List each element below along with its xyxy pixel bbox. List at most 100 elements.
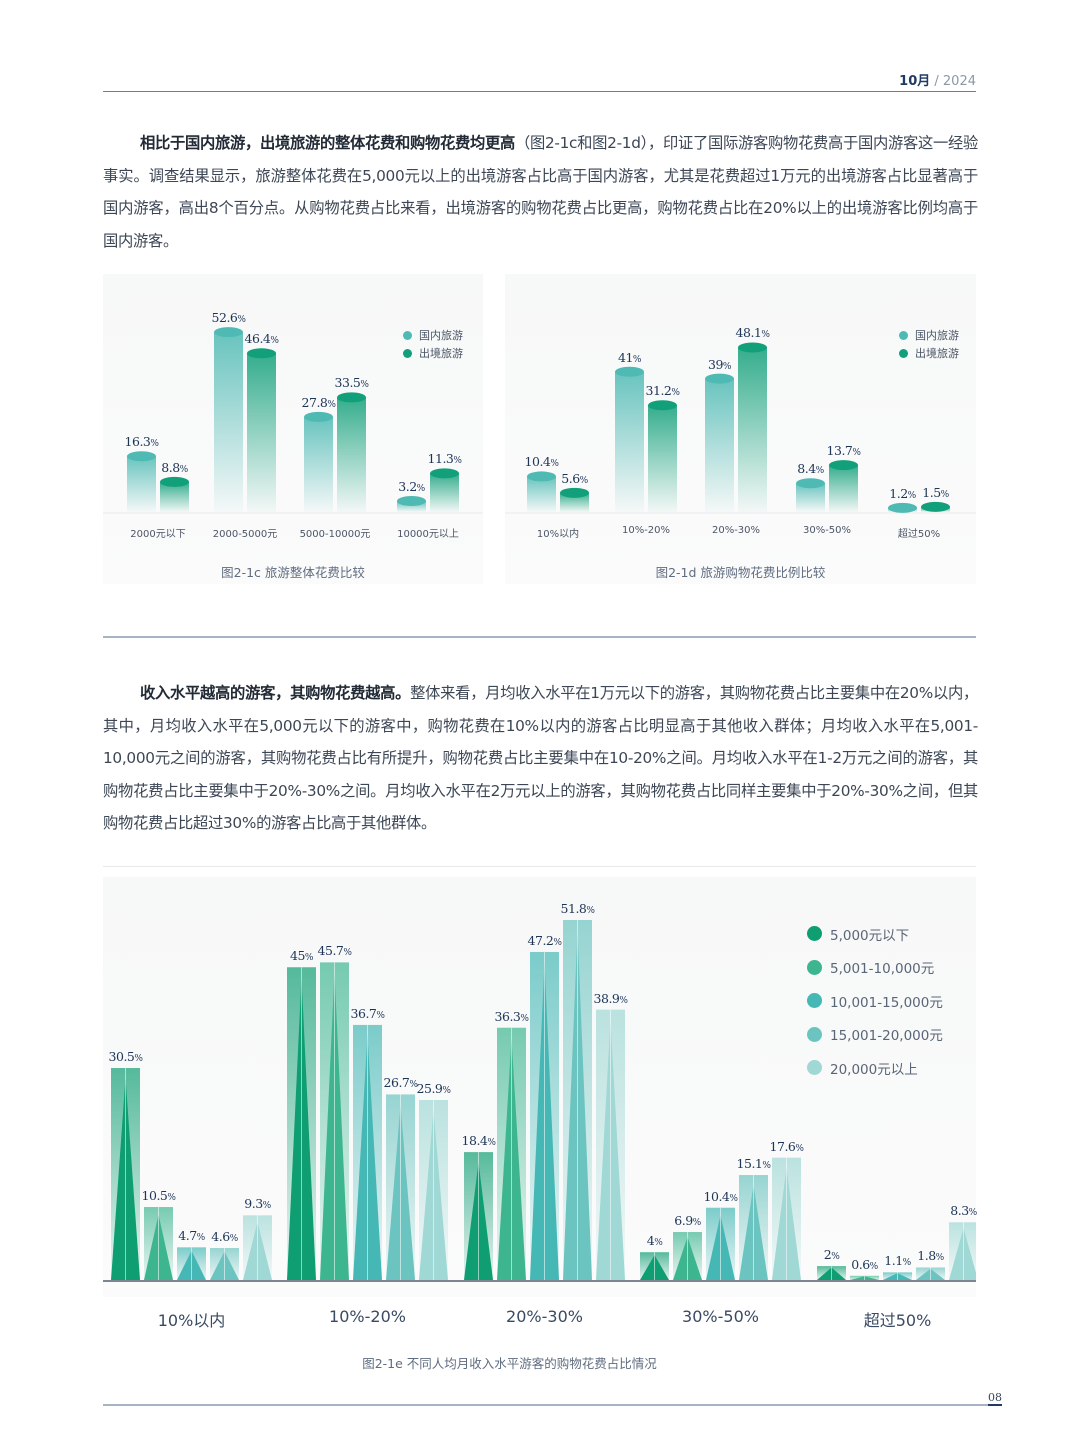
page-number: 08 xyxy=(988,1391,1002,1404)
legend-label: 20,000元以上 xyxy=(830,1061,918,1078)
issue-date: 10月 / 2024 xyxy=(899,70,976,89)
data-value: 41 xyxy=(618,349,633,365)
data-value: 10.4 xyxy=(703,1188,730,1204)
data-value: 17.6 xyxy=(769,1138,796,1154)
data-label: 3.2% xyxy=(398,479,426,495)
percent-sign: % xyxy=(453,456,462,467)
paragraph-lead: 相比于国内旅游，出境旅游的整体花费和购物花费均更高 xyxy=(140,134,515,152)
legend-dot-icon xyxy=(807,959,822,975)
paragraph-lead: 收入水平越高的游客，其购物花费越高。 xyxy=(140,684,411,702)
percent-sign: % xyxy=(654,1238,663,1249)
percent-sign: % xyxy=(409,1080,418,1091)
data-value: 33.5 xyxy=(334,375,361,391)
data-label: 8.4% xyxy=(797,461,824,477)
data-value: 26.7 xyxy=(383,1075,410,1091)
percent-sign: % xyxy=(487,1138,496,1149)
legend-item: 国内旅游 xyxy=(403,326,463,344)
data-label: 48.1% xyxy=(736,325,770,340)
legend-item: 出境旅游 xyxy=(403,344,463,362)
data-value: 25.9 xyxy=(416,1080,443,1096)
percent-sign: % xyxy=(196,1233,206,1244)
data-label: 38.9% xyxy=(594,991,628,1006)
date-separator: / xyxy=(930,74,943,89)
percent-sign: % xyxy=(671,388,680,399)
chart-2-1e-panel: 30.5% 10.5% 4.7% 4.6% 9.3% 10%以内 45% 45.7% 36.7%… xyxy=(103,877,978,1371)
data-label: 16.3% xyxy=(125,434,159,449)
data-label: 52.6% xyxy=(212,310,246,325)
legend-label: 出境旅游 xyxy=(915,347,959,360)
legend-item: 出境旅游 xyxy=(899,344,959,362)
x-axis-tick-label: 10000元以上 xyxy=(397,529,459,540)
data-label: 4% xyxy=(647,1233,663,1248)
chart-caption: 图2-1c 旅游整体花费比较 xyxy=(221,565,365,580)
paragraph-body: （图2-1c和图2-1d），印证了国际游客购物花费高于国内游客这一经验事实。调查… xyxy=(103,134,978,250)
legend-dot-icon xyxy=(807,926,822,942)
page-header: 10月 / 2024 xyxy=(103,68,976,92)
data-label: 51.8% xyxy=(561,901,595,916)
x-axis-tick-label: 超过50% xyxy=(897,529,941,540)
data-value: 27.8 xyxy=(301,394,328,410)
data-label: 31.2% xyxy=(646,383,680,398)
chart-legend: 国内旅游出境旅游 xyxy=(403,326,463,362)
data-value: 1.8 xyxy=(917,1248,936,1264)
data-label: 30.5% xyxy=(109,1049,143,1064)
data-value: 11.3 xyxy=(427,451,454,467)
paragraph-travel-spending: 相比于国内旅游，出境旅游的整体花费和购物花费均更高（图2-1c和图2-1d），印… xyxy=(103,127,978,257)
data-value: 1.5 xyxy=(922,484,941,500)
percent-sign: % xyxy=(376,1010,385,1021)
percent-sign: % xyxy=(179,464,189,475)
x-axis-tick-label: 10%-20% xyxy=(329,1307,406,1326)
data-value: 51.8 xyxy=(560,900,587,916)
data-value: 31.2 xyxy=(645,383,672,399)
data-label: 25.9% xyxy=(417,1081,451,1096)
percent-sign: % xyxy=(134,1054,143,1065)
legend-dot-icon xyxy=(899,348,908,358)
x-axis-tick-label: 30%-50% xyxy=(802,525,852,536)
percent-sign: % xyxy=(831,1252,840,1263)
data-label: 0.6% xyxy=(851,1256,879,1272)
percent-sign: % xyxy=(579,475,589,486)
chart-2-1d-panel: 10.4% 5.6% 10%以内 41% 31.2% 10%-20% 39% 48.1% 20%… xyxy=(505,274,976,584)
legend-dot-icon xyxy=(807,1026,822,1042)
data-value: 39 xyxy=(708,356,723,372)
percent-sign: % xyxy=(902,1258,912,1269)
percent-sign: % xyxy=(968,1208,978,1219)
x-axis-tick-label: 20%-30% xyxy=(506,1307,583,1326)
legend-label: 5,000元以下 xyxy=(830,927,910,944)
percent-sign: % xyxy=(852,448,861,459)
data-value: 9.3 xyxy=(244,1196,263,1212)
percent-sign: % xyxy=(270,336,279,347)
percent-sign: % xyxy=(237,315,246,326)
data-value: 38.9 xyxy=(593,990,620,1006)
percent-sign: % xyxy=(416,484,426,495)
data-value: 52.6 xyxy=(211,310,238,326)
data-value: 36.3 xyxy=(494,1008,521,1024)
data-label: 5.6% xyxy=(561,471,589,486)
data-value: 10.5 xyxy=(141,1188,168,1204)
legend-item: 20,000元以上 xyxy=(807,1051,943,1085)
data-value: 0.6 xyxy=(851,1256,870,1272)
data-value: 46.4 xyxy=(244,331,271,347)
data-label: 6.9% xyxy=(674,1213,701,1228)
legend-label: 出境旅游 xyxy=(419,347,463,360)
percent-sign: % xyxy=(442,1085,451,1096)
legend-label: 国内旅游 xyxy=(915,329,959,342)
percent-sign: % xyxy=(632,354,642,365)
data-label: 11.3% xyxy=(428,451,462,466)
percent-sign: % xyxy=(869,1261,879,1272)
percent-sign: % xyxy=(167,1193,176,1204)
x-axis-tick-label: 10%-20% xyxy=(621,525,671,536)
legend-label: 5,001-10,000元 xyxy=(830,961,935,978)
bar-plot xyxy=(103,327,483,514)
legend-item: 5,001-10,000元 xyxy=(807,951,943,985)
data-value: 13.7 xyxy=(826,443,853,459)
data-label: 13.7% xyxy=(827,443,861,458)
data-label: 1.1% xyxy=(884,1253,912,1269)
legend-item: 15,001-20,000元 xyxy=(807,1018,943,1052)
percent-sign: % xyxy=(553,937,562,948)
legend-label: 15,001-20,000元 xyxy=(830,1028,943,1045)
x-axis-tick-label: 10%以内 xyxy=(157,1311,226,1330)
data-value: 8.4 xyxy=(797,461,816,477)
issue-year: 2024 xyxy=(942,74,976,89)
data-label: 4.6% xyxy=(211,1229,238,1244)
